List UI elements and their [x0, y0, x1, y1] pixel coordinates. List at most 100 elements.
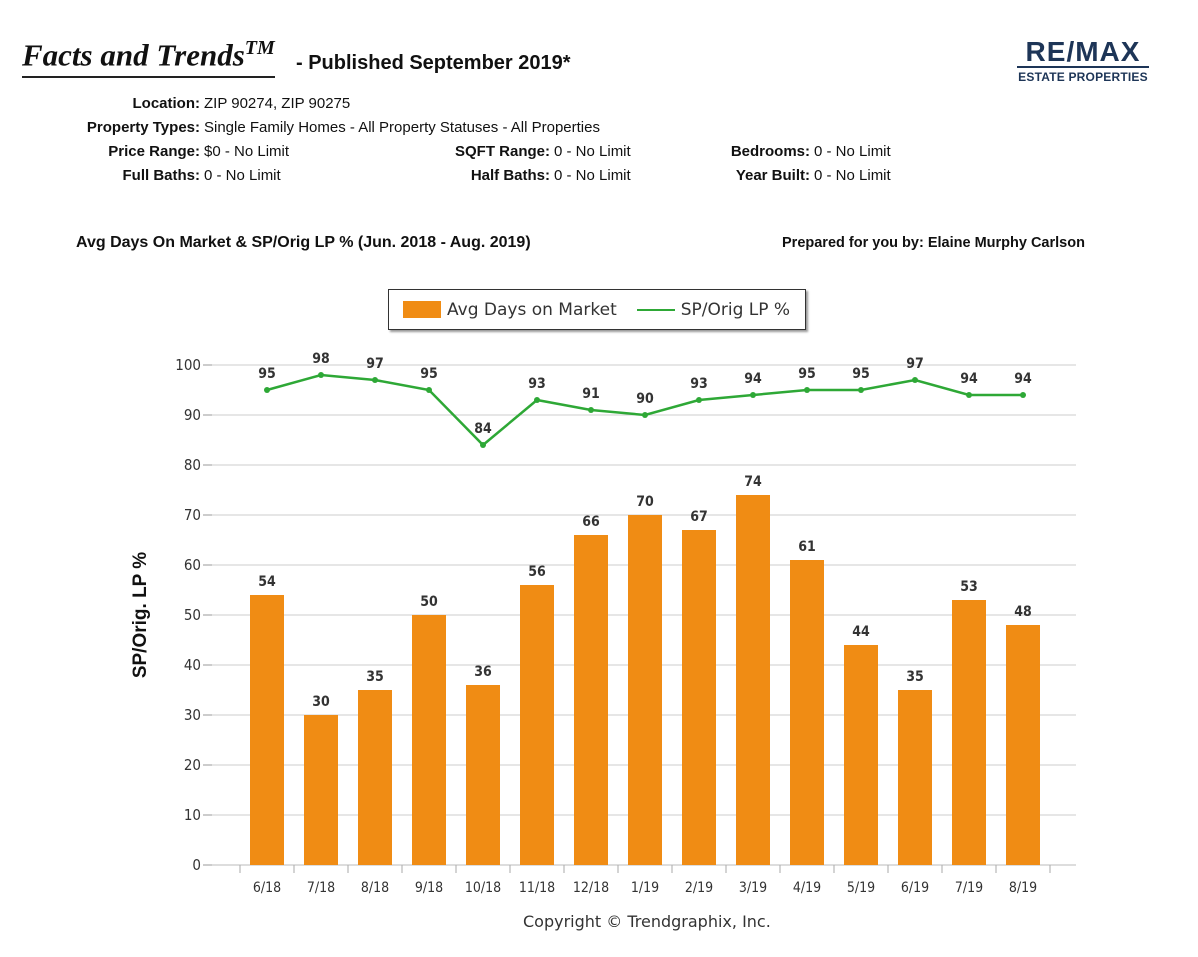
x-tick-label: 8/18 — [361, 880, 389, 896]
bar-value-label: 66 — [582, 514, 600, 530]
criteria-year-built: Year Built: 0 - No Limit — [660, 164, 891, 188]
y-tick-label: 50 — [184, 606, 201, 624]
location-label: Location: — [132, 95, 201, 112]
line-point — [264, 387, 270, 393]
line-point — [426, 387, 432, 393]
bedrooms-label: Bedrooms: — [730, 143, 810, 160]
line-value-label: 91 — [582, 386, 600, 402]
line-point — [534, 397, 540, 403]
location-value: ZIP 90274, ZIP 90275 — [204, 95, 351, 112]
criteria-full-baths: Full Baths: 0 - No Limit — [40, 164, 281, 188]
x-tick-label: 7/18 — [307, 880, 335, 896]
bar-value-label: 56 — [528, 564, 546, 580]
copyright-notice: Copyright © Trendgraphix, Inc. — [523, 912, 771, 931]
line-value-label: 95 — [798, 366, 816, 382]
x-tick-label: 7/19 — [955, 880, 983, 896]
bar-value-label: 30 — [312, 694, 330, 710]
bar-value-label: 35 — [906, 669, 924, 685]
logo-wordmark: RE/MAX — [1017, 38, 1149, 68]
x-tick-label: 1/19 — [631, 880, 659, 896]
full-baths-value: 0 - No Limit — [204, 167, 281, 184]
price-range-value: $0 - No Limit — [204, 143, 290, 160]
chart-title: Avg Days On Market & SP/Orig LP % (Jun. … — [76, 234, 531, 251]
y-tick-label: 20 — [184, 756, 201, 774]
full-baths-label: Full Baths: — [122, 167, 201, 184]
bar — [412, 615, 446, 865]
line-point — [966, 392, 972, 398]
x-tick-label: 12/18 — [573, 880, 609, 896]
bar-value-label: 50 — [420, 594, 438, 610]
bar — [574, 535, 608, 865]
legend-line-label: SP/Orig LP % — [680, 299, 791, 320]
x-tick-label: 3/19 — [739, 880, 767, 896]
x-tick-label: 6/18 — [253, 880, 281, 896]
line-point — [1020, 392, 1026, 398]
line-value-label: 84 — [474, 421, 492, 437]
bar-value-label: 53 — [960, 579, 978, 595]
label-layer: 0 10 20 30 40 50 60 70 80 90 100 54 30 35 50 36 56 66 70 67… — [175, 351, 1037, 896]
line-point — [858, 387, 864, 393]
line-point — [588, 407, 594, 413]
line-value-label: 95 — [420, 366, 438, 382]
year-built-label: Year Built: — [735, 167, 810, 184]
bar — [682, 530, 716, 865]
y-tick-label: 60 — [184, 556, 201, 574]
bar-value-label: 67 — [690, 509, 708, 525]
sqft-range-label: SQFT Range: — [454, 143, 550, 160]
bar — [628, 515, 662, 865]
line-value-label: 97 — [906, 356, 924, 372]
x-tick-label: 10/18 — [465, 880, 501, 896]
bar — [1006, 625, 1040, 865]
prepared-by: Prepared for you by: Elaine Murphy Carls… — [782, 235, 1085, 251]
criteria-half-baths: Half Baths: 0 - No Limit — [400, 164, 631, 188]
line-point — [750, 392, 756, 398]
y-tick-label: 80 — [184, 456, 201, 474]
bar — [790, 560, 824, 865]
x-tick-label: 6/19 — [901, 880, 929, 896]
legend-bar-swatch — [403, 301, 441, 318]
criteria-property-types: Property Types: Single Family Homes - All… — [40, 116, 600, 140]
y-tick-label: 10 — [184, 806, 201, 824]
legend-line-swatch — [636, 308, 675, 311]
half-baths-value: 0 - No Limit — [554, 167, 631, 184]
line-value-label: 95 — [852, 366, 870, 382]
bar — [898, 690, 932, 865]
x-tick-label: 8/19 — [1009, 880, 1037, 896]
criteria-location: Location: ZIP 90274, ZIP 90275 — [40, 92, 351, 116]
bar-value-label: 61 — [798, 539, 816, 555]
bar-value-label: 36 — [474, 664, 492, 680]
line-value-label: 94 — [1014, 371, 1032, 387]
year-built-value: 0 - No Limit — [814, 167, 891, 184]
y-tick-label: 0 — [192, 856, 201, 874]
y-tick-label: 70 — [184, 506, 201, 524]
bar-layer — [250, 495, 1040, 865]
line-value-label: 90 — [636, 391, 654, 407]
bar-value-label: 44 — [852, 624, 870, 640]
remax-logo: RE/MAX ESTATE PROPERTIES — [1017, 38, 1149, 84]
line-value-label: 95 — [258, 366, 276, 382]
criteria-sqft-range: SQFT Range: 0 - No Limit — [400, 140, 631, 164]
published-date: - Published September 2019* — [296, 52, 571, 74]
x-tick-label: 5/19 — [847, 880, 875, 896]
line-point — [480, 442, 486, 448]
bar — [304, 715, 338, 865]
sqft-range-value: 0 - No Limit — [554, 143, 631, 160]
line-value-label: 93 — [528, 376, 546, 392]
bar — [358, 690, 392, 865]
line-value-label: 98 — [312, 351, 330, 367]
y-tick-label: 40 — [184, 656, 201, 674]
trademark-mark: TM — [244, 37, 275, 59]
property-types-label: Property Types: — [86, 119, 200, 136]
line-point — [642, 412, 648, 418]
line-value-label: 94 — [960, 371, 978, 387]
half-baths-label: Half Baths: — [470, 167, 550, 184]
y-tick-label: 100 — [175, 356, 201, 374]
bar — [466, 685, 500, 865]
bar-value-label: 48 — [1014, 604, 1032, 620]
chart-legend: Avg Days on Market SP/Orig LP % — [388, 289, 806, 330]
line-value-label: 94 — [744, 371, 762, 387]
y-axis-label: SP/Orig. LP % — [130, 552, 151, 678]
bar — [844, 645, 878, 865]
line-layer — [264, 372, 1026, 448]
line-point — [696, 397, 702, 403]
